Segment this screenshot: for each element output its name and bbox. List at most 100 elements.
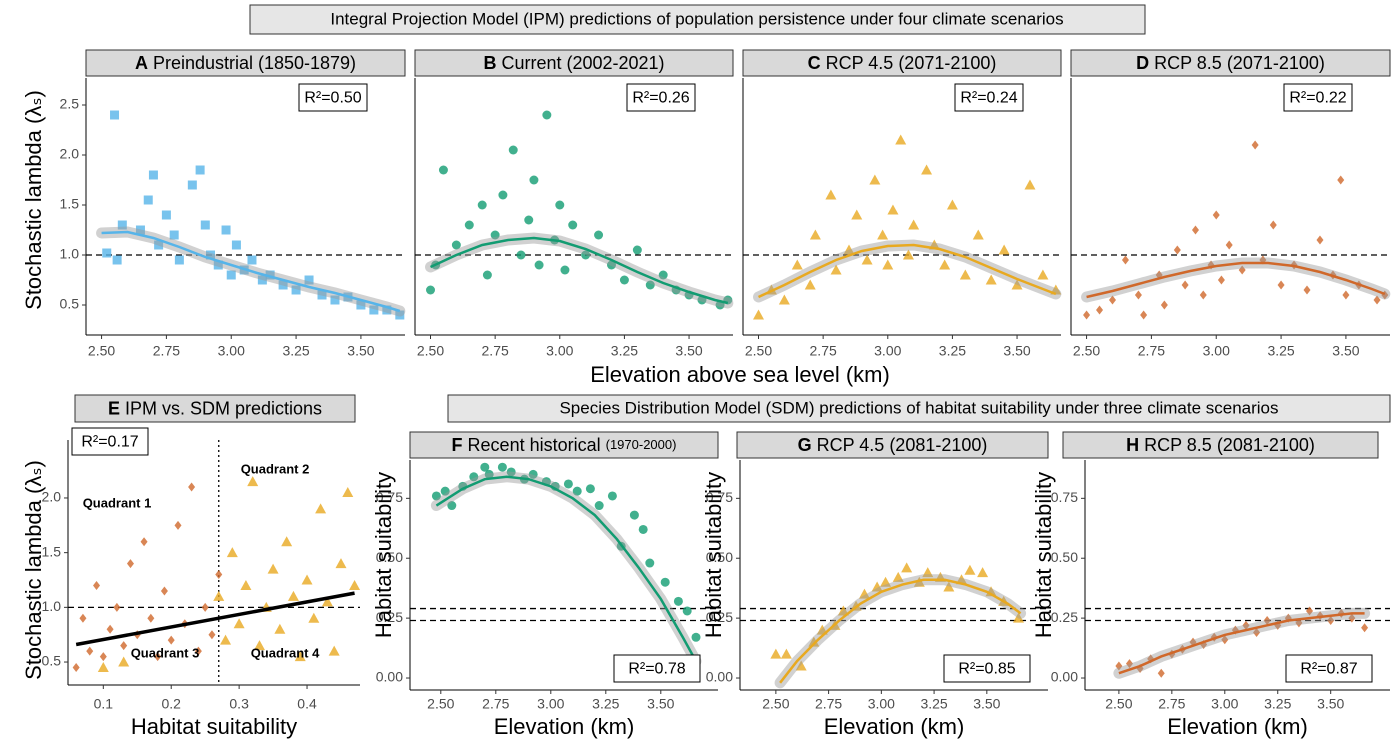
panel-title-note: (1970-2000) <box>606 437 677 452</box>
point <box>1083 310 1091 320</box>
point <box>780 648 792 659</box>
point <box>106 624 114 634</box>
point <box>1011 279 1023 290</box>
y-tick-label: 0.5 <box>60 296 80 312</box>
panel-title: RCP 4.5 (2081-2100) <box>817 435 988 455</box>
point <box>278 280 288 290</box>
point <box>120 641 128 651</box>
point <box>304 275 314 285</box>
point <box>1160 300 1168 310</box>
r2-label: R²=0.50 <box>304 90 361 107</box>
panel-title: RCP 4.5 (2071-2100) <box>826 53 997 73</box>
point <box>619 275 629 285</box>
r2-box <box>613 654 701 683</box>
point <box>356 300 366 310</box>
r2-label: R²=0.26 <box>632 90 689 107</box>
strip-title: F Recent historical (1970-2000) <box>452 435 677 455</box>
point <box>691 632 701 642</box>
point <box>308 612 320 623</box>
x-tick-label: 3.25 <box>592 696 619 712</box>
point <box>972 229 984 240</box>
point <box>809 229 821 240</box>
y-tick-label: 0.50 <box>376 549 403 565</box>
strip <box>414 49 734 77</box>
point <box>110 110 120 120</box>
point <box>1348 613 1356 623</box>
point <box>943 581 955 592</box>
y-tick-label: 0.00 <box>376 669 403 685</box>
point <box>1342 290 1350 300</box>
point <box>208 630 216 640</box>
point <box>1140 310 1148 320</box>
point <box>220 634 232 645</box>
point <box>497 462 507 472</box>
point <box>301 574 313 585</box>
x-tick-label: 2.50 <box>762 696 789 712</box>
y-tick-label: 0.75 <box>376 489 403 505</box>
panel-letter: G <box>798 435 812 455</box>
point <box>808 636 820 647</box>
point <box>231 240 241 250</box>
point <box>858 588 870 599</box>
annotation: Quadrant 1 <box>83 495 152 510</box>
point <box>167 635 175 645</box>
point <box>506 467 516 477</box>
r2-label: R²=0.22 <box>1289 90 1346 107</box>
point <box>1303 285 1311 295</box>
panel-title: RCP 8.5 (2071-2100) <box>1154 53 1325 73</box>
point <box>253 640 265 651</box>
point <box>892 571 904 582</box>
point <box>581 250 591 260</box>
point <box>382 305 392 315</box>
point <box>1225 240 1233 250</box>
x-tick-label: 2.50 <box>427 696 454 712</box>
point <box>1199 290 1207 300</box>
r2-box <box>1283 83 1353 112</box>
point <box>880 576 892 587</box>
y-tick-label: 2.0 <box>60 146 80 162</box>
x-tick-label: 2.50 <box>745 343 772 359</box>
point <box>563 479 573 489</box>
point <box>508 145 518 155</box>
point <box>921 164 933 175</box>
point <box>1121 255 1129 265</box>
y-tick-label: 0.75 <box>1051 489 1078 505</box>
y-tick-label: 2.0 <box>42 489 62 505</box>
y-tick-label: 1.5 <box>60 196 80 212</box>
point <box>901 562 913 573</box>
point <box>160 586 168 596</box>
point <box>97 662 109 672</box>
point <box>1306 606 1314 616</box>
point <box>205 250 215 260</box>
point <box>195 165 205 175</box>
point <box>959 269 971 280</box>
x-axis-label: Elevation above sea level (km) <box>590 362 890 387</box>
point <box>469 472 479 482</box>
point <box>1024 179 1036 190</box>
x-tick-label: 3.25 <box>1264 696 1291 712</box>
panel-letter: H <box>1126 435 1139 455</box>
point <box>869 174 881 185</box>
point <box>174 255 184 265</box>
point <box>118 656 130 667</box>
point <box>1115 661 1123 671</box>
x-tick-label: 2.75 <box>815 696 842 712</box>
point <box>233 618 245 629</box>
point <box>516 250 526 260</box>
panel-letter: C <box>808 53 821 73</box>
figure-title: Integral Projection Model (IPM) predicti… <box>330 9 1063 28</box>
point <box>1263 616 1271 626</box>
point <box>1181 280 1189 290</box>
x-axis-label: Habitat suitability <box>131 714 297 739</box>
point <box>861 254 873 265</box>
x-tick-label: 3.00 <box>537 696 564 712</box>
y-tick-label: 0.50 <box>1051 549 1078 565</box>
point <box>887 204 899 215</box>
point <box>555 200 565 210</box>
point <box>221 225 231 235</box>
strip <box>1062 431 1379 459</box>
strip <box>74 394 356 423</box>
point <box>257 275 267 285</box>
point <box>753 309 765 320</box>
point <box>1191 225 1199 235</box>
